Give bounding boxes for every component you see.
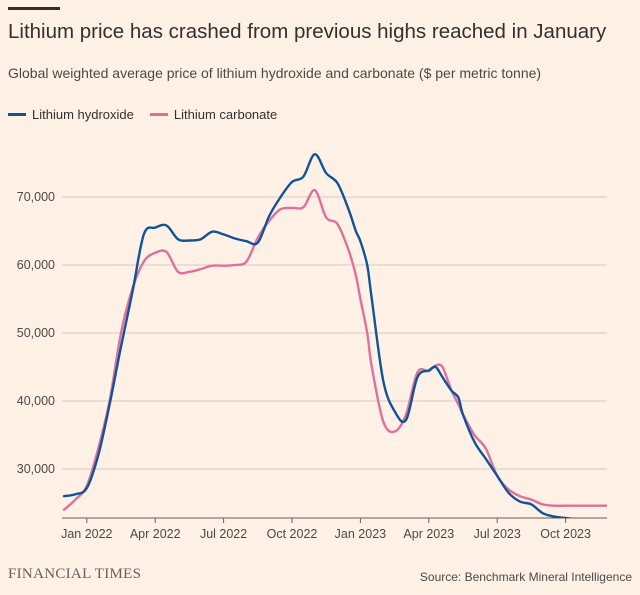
chart-title: Lithium price has crashed from previous … bbox=[8, 20, 607, 43]
series-line-lithium-hydroxide bbox=[62, 153, 576, 518]
chart-subtitle: Global weighted average price of lithium… bbox=[8, 65, 542, 81]
y-tick-label-30000: 30,000 bbox=[17, 462, 55, 476]
y-tick-label-70000: 70,000 bbox=[17, 190, 55, 204]
legend-label-carbonate: Lithium carbonate bbox=[173, 107, 278, 122]
y-tick-label-60000: 60,000 bbox=[17, 258, 55, 272]
legend-swatch-carbonate bbox=[149, 113, 168, 116]
x-axis-ticks: Jan 2022 Apr 2022 Jul 2022 Oct 2022 Jan 2023… bbox=[61, 517, 607, 541]
legend-label-hydroxide: Lithium hydroxide bbox=[32, 107, 134, 122]
x-tick-label-1: Apr 2022 bbox=[130, 527, 181, 541]
legend-item-hydroxide: Lithium hydroxide bbox=[8, 107, 134, 122]
y-tick-label-40000: 40,000 bbox=[17, 394, 55, 408]
x-tick-label-2: Jul 2022 bbox=[200, 527, 247, 541]
x-tick-label-7: Oct 2023 bbox=[540, 527, 591, 541]
x-tick-label-3: Oct 2022 bbox=[267, 527, 318, 541]
x-tick-label-0: Jan 2022 bbox=[61, 527, 112, 541]
y-axis-tick-labels: 30,000 40,000 50,000 60,000 70,000 bbox=[17, 190, 55, 476]
series-line-lithium-carbonate bbox=[62, 188, 607, 511]
y-tick-label-50000: 50,000 bbox=[17, 326, 55, 340]
x-tick-label-5: Apr 2023 bbox=[403, 527, 454, 541]
legend-item-carbonate: Lithium carbonate bbox=[149, 107, 278, 122]
chart-legend: Lithium hydroxide Lithium carbonate bbox=[8, 107, 293, 122]
ft-brand-logo: FINANCIAL TIMES bbox=[8, 566, 142, 582]
source-note: Source: Benchmark Mineral Intelligence bbox=[419, 570, 632, 584]
header-accent-bar bbox=[8, 7, 60, 10]
series-lines bbox=[62, 153, 607, 518]
legend-swatch-hydroxide bbox=[8, 113, 26, 116]
gridlines bbox=[62, 196, 607, 470]
x-tick-label-6: Jul 2023 bbox=[474, 527, 521, 541]
x-tick-label-4: Jan 2023 bbox=[335, 527, 386, 541]
